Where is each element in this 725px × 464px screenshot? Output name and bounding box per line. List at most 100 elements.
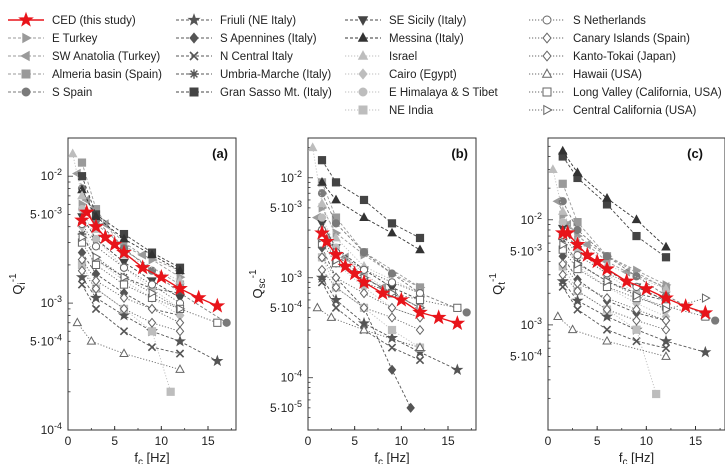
data-point xyxy=(337,258,354,274)
legend-label: SW Anatolia (Turkey) xyxy=(52,51,160,63)
legend-label: Hawaii (USA) xyxy=(573,69,642,81)
y-axis-label: Qt-1 xyxy=(488,273,508,295)
legend-label: Friuli (NE Italy) xyxy=(220,15,296,27)
legend-marker xyxy=(541,68,553,78)
data-point xyxy=(86,335,97,345)
y-tick-label: 10-3 xyxy=(41,294,62,310)
legend-item-gran-sasso-mt-italy: Gran Sasso Mt. (Italy) xyxy=(176,87,332,99)
legend-label: Kanto-Tokai (Japan) xyxy=(573,51,676,63)
data-point xyxy=(661,324,671,335)
data-point xyxy=(387,325,397,335)
data-point xyxy=(393,291,410,307)
data-point xyxy=(632,315,641,326)
data-point xyxy=(558,282,567,292)
panel-b: 0 5 10 15 10-2 5·10-3 10-3 5·10-4 10-4 5·10-5 fc [… xyxy=(248,137,477,464)
series-messina-italy xyxy=(317,176,425,254)
data-point xyxy=(711,316,720,325)
y-tick-label: 5·10-3 xyxy=(270,199,302,215)
data-point xyxy=(573,277,582,289)
data-point xyxy=(119,280,129,289)
data-point xyxy=(307,142,318,152)
data-point xyxy=(385,331,399,344)
legend-item-almeria-basin-spain: Almeria basin (Spain) xyxy=(8,69,162,81)
data-point xyxy=(328,246,344,262)
data-point xyxy=(175,364,185,373)
legend-marker xyxy=(542,32,552,44)
data-point xyxy=(153,268,170,284)
legend-item-hawaii-usa: Hawaii (USA) xyxy=(529,68,642,81)
data-point xyxy=(173,334,187,347)
data-point xyxy=(77,190,87,200)
data-point xyxy=(119,258,129,268)
y-tick-label: 10-3 xyxy=(281,269,302,285)
data-point xyxy=(331,194,341,204)
plot-frame xyxy=(307,137,477,431)
data-point xyxy=(573,251,582,260)
data-point xyxy=(652,389,661,399)
data-point xyxy=(661,351,671,360)
legend-label: SE Sicily (Italy) xyxy=(389,15,466,27)
data-point xyxy=(556,274,569,287)
data-point xyxy=(374,285,391,300)
data-point xyxy=(315,271,329,283)
legend-label: Long Valley (California, USA) xyxy=(573,87,722,99)
series-line xyxy=(317,307,421,349)
data-point xyxy=(359,212,369,221)
legend-marker xyxy=(189,51,199,61)
x-tick-label: 15 xyxy=(201,434,215,448)
data-point xyxy=(317,278,327,287)
data-point xyxy=(602,304,612,315)
x-tick-label: 15 xyxy=(689,434,703,448)
data-point xyxy=(602,192,612,202)
series-gran-sasso-mt-italy xyxy=(317,156,425,243)
legend-item-umbria-marche-italy: Umbria-Marche (Italy) xyxy=(176,69,331,81)
data-point xyxy=(415,355,425,365)
series-line xyxy=(81,252,181,316)
legend-marker xyxy=(542,87,552,97)
data-point xyxy=(557,206,568,215)
data-point xyxy=(412,304,428,320)
data-point xyxy=(134,259,151,275)
data-point xyxy=(701,293,711,303)
series-line xyxy=(562,286,667,349)
legend-label: NE India xyxy=(389,105,434,117)
x-axis-label: fc [Hz] xyxy=(374,450,409,464)
series-line xyxy=(81,284,181,355)
data-point xyxy=(97,229,114,244)
panel-a: 0 5 10 15 10-2 5·10-3 10-3 5·10-4 10-4 fc [Hz] Qi-… xyxy=(8,137,237,464)
data-point xyxy=(91,234,101,244)
data-point xyxy=(559,239,569,250)
data-point xyxy=(415,342,425,352)
legend-marker xyxy=(357,32,369,42)
series-line xyxy=(562,201,716,321)
data-point xyxy=(77,229,87,239)
data-point xyxy=(572,167,583,177)
data-point xyxy=(573,225,582,235)
data-point xyxy=(631,214,642,224)
legend-item-friuli-ne-italy: Friuli (NE Italy) xyxy=(176,13,296,27)
data-point xyxy=(331,178,341,187)
legend-marker xyxy=(21,87,31,97)
series-line xyxy=(321,277,458,371)
data-point xyxy=(74,211,90,227)
data-point xyxy=(579,246,596,262)
legend-marker xyxy=(358,68,368,80)
series-line xyxy=(76,322,181,370)
data-point xyxy=(387,219,397,228)
data-point xyxy=(573,218,582,227)
data-point xyxy=(326,312,337,321)
panel-label: (a) xyxy=(212,146,228,161)
legend-item-central-california-usa: Central California (USA) xyxy=(529,104,697,117)
series-line xyxy=(81,264,172,392)
series-line xyxy=(562,255,667,321)
y-tick-label: 5·10-4 xyxy=(270,299,302,315)
series-ced-this-study xyxy=(314,224,466,331)
series-line xyxy=(562,183,667,290)
data-point xyxy=(387,364,397,375)
series-line xyxy=(76,173,181,272)
panel-label: (c) xyxy=(687,146,703,161)
data-point xyxy=(415,244,425,254)
legend-marker xyxy=(542,50,552,62)
x-tick-label: 5 xyxy=(351,434,358,448)
